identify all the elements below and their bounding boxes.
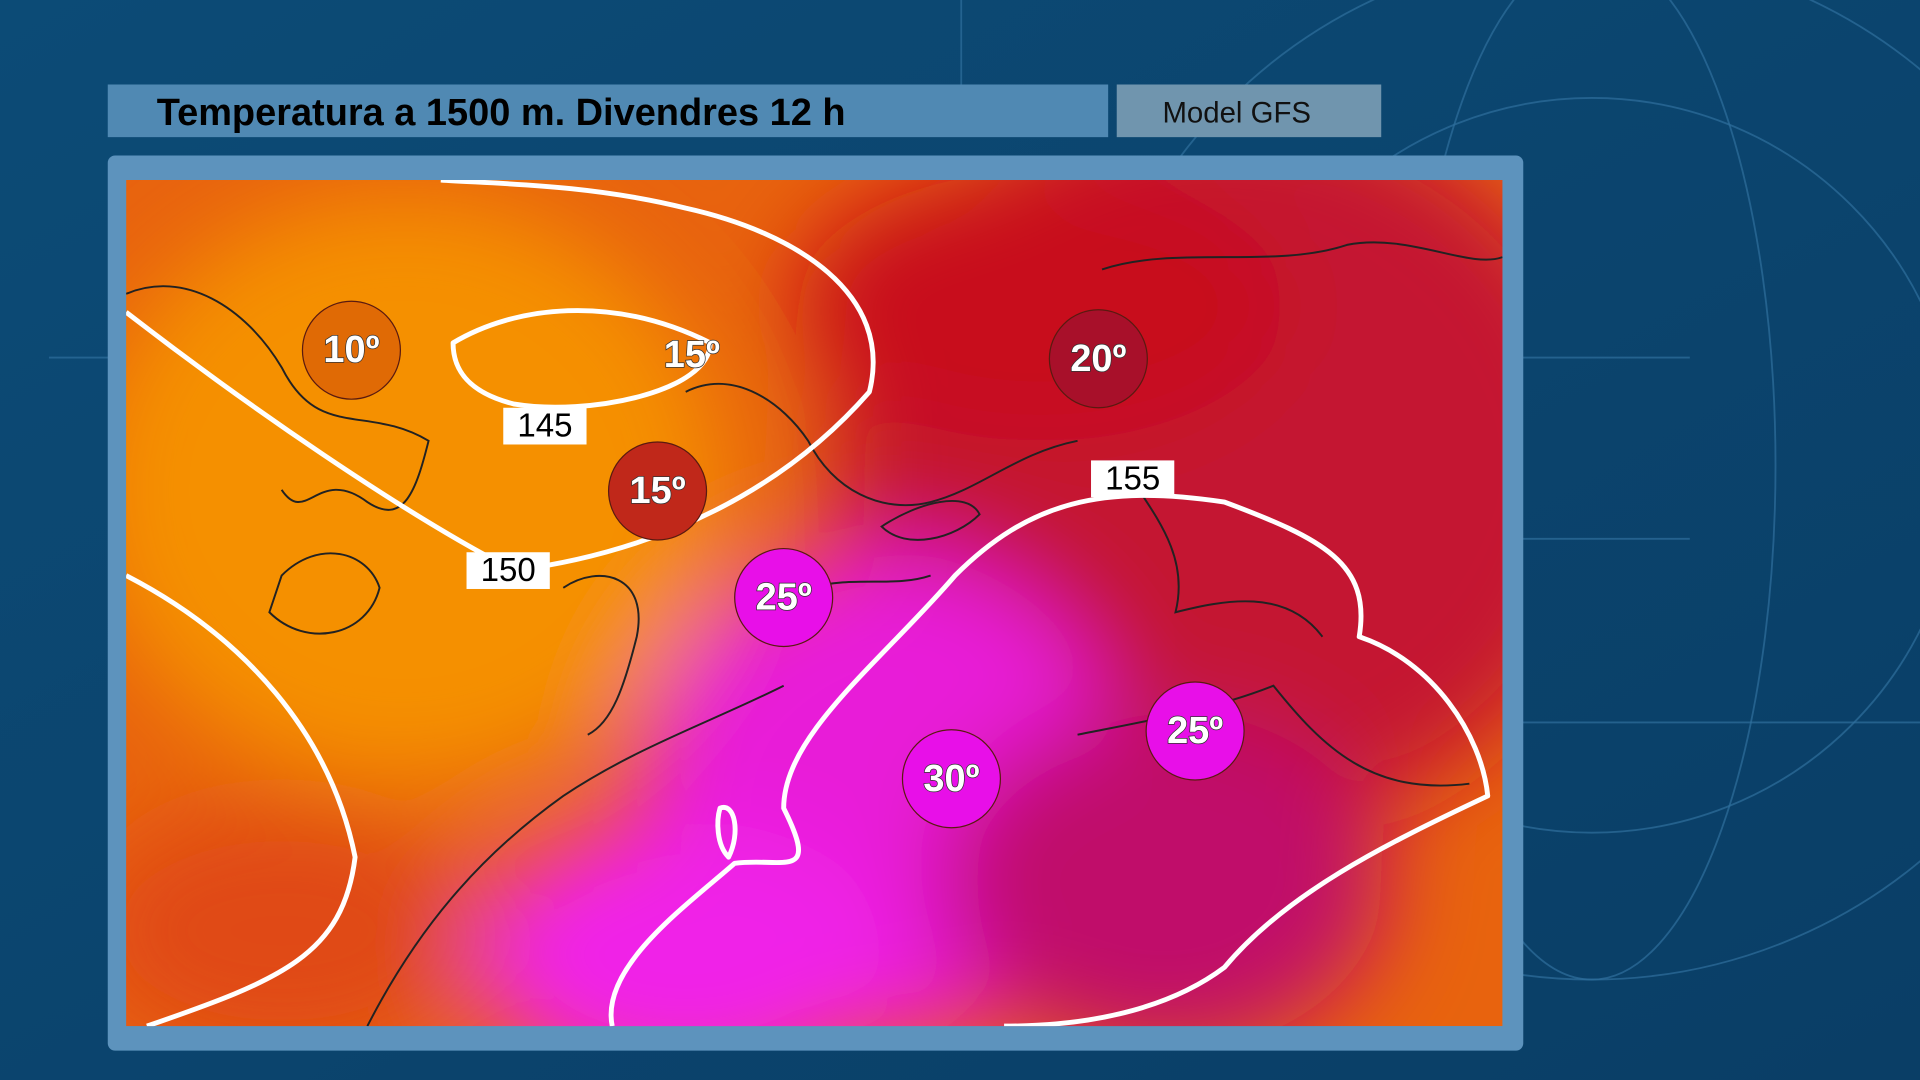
contour-label: 155 — [1105, 460, 1160, 497]
temperature-label: 25º — [1167, 710, 1223, 752]
contour-label-box — [466, 552, 550, 589]
annotation: 15º — [664, 334, 720, 376]
temperature-marker — [901, 729, 1002, 829]
temperature-marker — [301, 300, 402, 400]
model-bar — [1116, 84, 1382, 138]
temperature-label: 20º — [1070, 338, 1126, 380]
isolines — [126, 180, 1491, 1027]
temperature-label: 15º — [630, 470, 686, 512]
temperature-marker — [607, 441, 708, 541]
contour-label: 150 — [481, 552, 536, 589]
temperature-marker — [1048, 309, 1148, 409]
temperature-label: 10º — [323, 329, 379, 371]
contour-label: 145 — [517, 408, 572, 445]
temperature-marker — [734, 547, 834, 648]
title-bar — [107, 84, 1109, 138]
contour-label-box — [1091, 460, 1175, 498]
map: 145 150 155 15º 10º 15º 20º 25º 30º 25º — [126, 180, 1503, 1027]
title: Temperatura a 1500 m. Divendres 12 h — [157, 92, 846, 134]
contour-label-box — [503, 407, 587, 445]
temperature-marker — [1145, 681, 1245, 781]
temperature-label: 25º — [756, 577, 812, 619]
model-label: Model GFS — [1162, 96, 1311, 129]
temperature-label: 30º — [923, 758, 979, 800]
